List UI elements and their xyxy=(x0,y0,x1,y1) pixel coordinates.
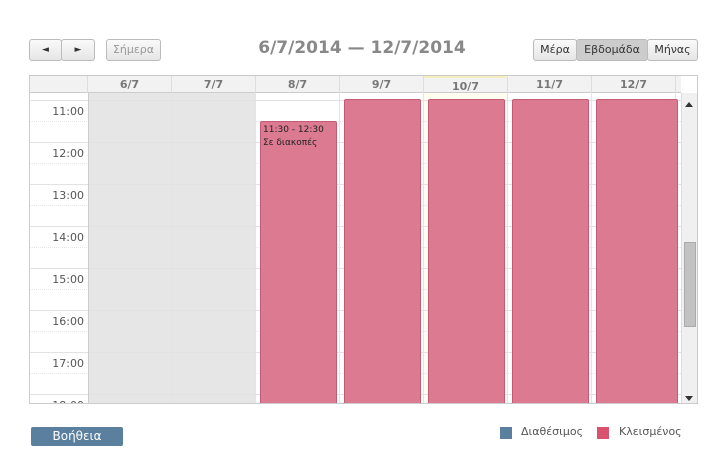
event-title: Σε διακοπές xyxy=(263,138,318,148)
day-header: 6/7 xyxy=(88,76,172,93)
booked-block[interactable] xyxy=(596,99,678,403)
view-day[interactable]: Μέρα xyxy=(533,39,577,61)
booked-block[interactable] xyxy=(428,99,505,403)
hour-label: 15:00 xyxy=(52,273,84,286)
booked-block[interactable] xyxy=(512,99,589,403)
day-header: 7/7 xyxy=(172,76,256,93)
scroll-thumb xyxy=(684,242,696,327)
hour-label: 16:00 xyxy=(52,315,84,328)
legend-swatch xyxy=(597,427,609,439)
day-column xyxy=(172,93,256,403)
hour-label: 14:00 xyxy=(52,231,84,244)
header-row xyxy=(30,76,681,93)
today-button[interactable]: Σήμερα xyxy=(106,39,161,61)
day-header: 12/7 xyxy=(592,76,676,93)
next-button[interactable]: ► xyxy=(61,39,95,61)
event-time: 11:30 - 12:30 xyxy=(263,125,324,135)
help-button[interactable]: Βοήθεια xyxy=(31,427,123,446)
booked-block[interactable] xyxy=(344,99,421,403)
time-gutter-edge xyxy=(88,93,89,403)
hour-label: 18:00 xyxy=(30,399,84,403)
day-header: 11/7 xyxy=(508,76,592,93)
hour-label: 12:00 xyxy=(52,147,84,160)
day-header: 10/7 xyxy=(424,76,508,93)
view-month[interactable]: Μήνας xyxy=(647,39,698,61)
hour-label: 13:00 xyxy=(52,189,84,202)
calendar: 6/7 7/7 8/7 9/7 10/7 11/7 12/7 11:00 12:00 13:00 1… xyxy=(29,75,698,404)
view-week[interactable]: Εβδομάδα xyxy=(576,39,648,61)
hour-label: 11:00 xyxy=(52,105,84,118)
scroll-up xyxy=(685,102,693,107)
prev-button[interactable]: ◄ xyxy=(29,39,62,61)
day-column xyxy=(88,93,172,403)
day-header: 8/7 xyxy=(256,76,340,93)
title: 6/7/2014 — 12/7/2014 xyxy=(258,38,466,58)
legend-label: Διαθέσιμος xyxy=(521,425,584,438)
header-corner xyxy=(30,76,88,93)
scroll-down xyxy=(685,396,693,401)
day-header: 9/7 xyxy=(340,76,424,93)
legend-swatch xyxy=(500,427,512,439)
legend-label: Κλεισμένος xyxy=(619,425,682,438)
hour-label: 17:00 xyxy=(52,357,84,370)
event-block[interactable]: 11:30 - 12:30 Σε διακοπές xyxy=(260,121,337,403)
